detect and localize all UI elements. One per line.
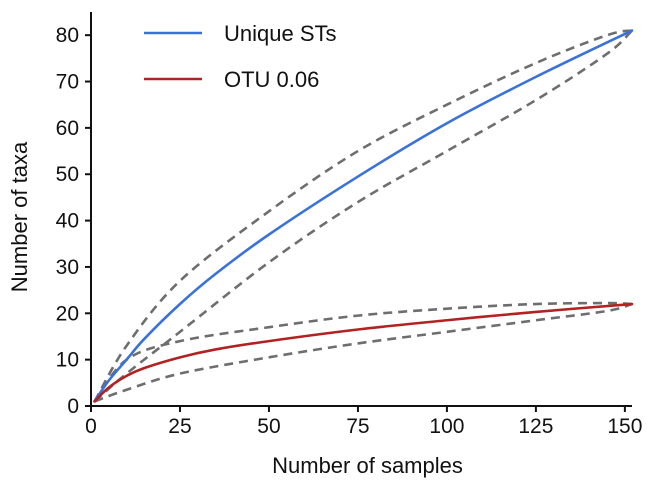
confidence-band-upper-2 — [93, 301, 633, 403]
x-axis-title: Number of samples — [272, 453, 463, 478]
axes: 0 25 50 75 100 125 150 0 10 20 30 40 50 60 70 80 — [56, 12, 642, 438]
y-tick-label: 30 — [56, 256, 79, 279]
x-tick-label: 0 — [85, 415, 97, 438]
y-tick-label: 40 — [56, 210, 79, 233]
x-tick-label: 100 — [429, 415, 464, 438]
legend: Unique STs OTU 0.06 — [144, 21, 337, 92]
x-tick-label: 150 — [607, 415, 642, 438]
x-tick-label: 125 — [518, 415, 553, 438]
legend-label-1: Unique STs — [224, 21, 337, 46]
confidence-band-lower-1 — [93, 29, 633, 403]
y-axis-title: Number of taxa — [7, 141, 32, 292]
confidence-band-lower-2 — [94, 302, 633, 403]
series-line-1 — [93, 29, 634, 403]
y-tick-label: 50 — [56, 163, 79, 186]
x-tick-label: 25 — [168, 415, 191, 438]
series-line-2 — [93, 302, 634, 403]
y-tick-label: 70 — [56, 71, 79, 94]
y-tick-label: 0 — [67, 395, 79, 418]
x-tick-label: 75 — [346, 415, 369, 438]
y-tick-label: 80 — [56, 24, 79, 47]
x-tick-label: 50 — [257, 415, 280, 438]
legend-label-2: OTU 0.06 — [224, 67, 319, 92]
confidence-band-upper-1 — [93, 29, 633, 403]
y-tick-label: 60 — [56, 117, 79, 140]
y-tick-label: 10 — [56, 349, 79, 372]
y-tick-label: 20 — [56, 302, 79, 325]
plot-area — [93, 29, 634, 403]
